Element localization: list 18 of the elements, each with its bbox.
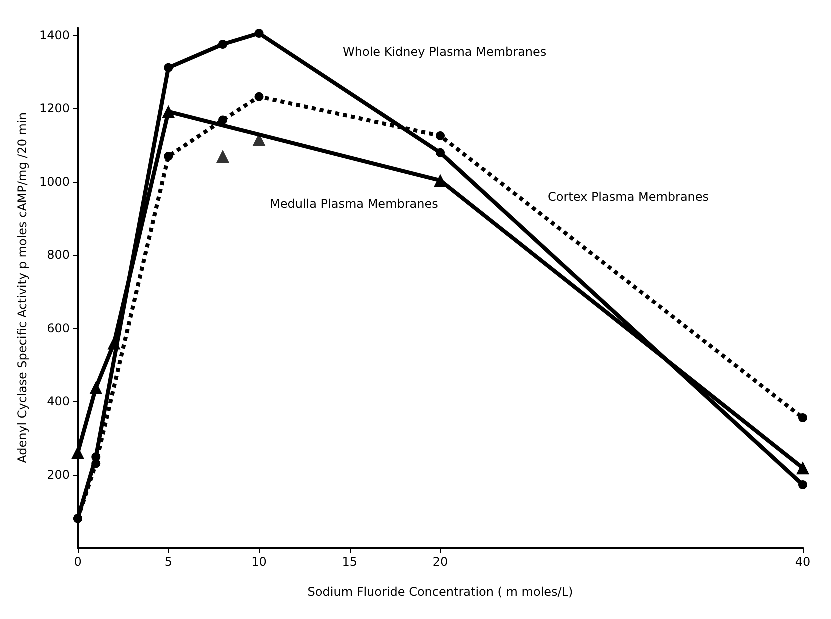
y-tick-label: 400	[47, 394, 70, 409]
y-tick-label: 600	[47, 321, 70, 336]
x-tick-label: 5	[164, 555, 172, 569]
x-tick-label: 0	[74, 555, 82, 569]
y-tick-label: 800	[47, 248, 70, 262]
annotation: Whole Kidney Plasma Membranes	[343, 45, 547, 59]
y-tick-label: 1200	[39, 102, 70, 116]
y-axis-title: Adenyl Cyclase Specific Activity p moles cAMP/mg /20 min	[16, 112, 30, 464]
annotation: Medulla Plasma Membranes	[270, 197, 438, 211]
x-axis-title: Sodium Fluoride Concentration ( m moles/L)	[308, 585, 574, 599]
x-tick-label: 40	[795, 555, 811, 569]
x-tick-label: 15	[342, 555, 358, 569]
y-tick-label: 1000	[39, 174, 70, 189]
annotation: Cortex Plasma Membranes	[548, 190, 710, 204]
x-tick-label: 20	[432, 555, 448, 569]
y-tick-label: 1400	[39, 28, 70, 42]
x-tick-label: 10	[252, 555, 267, 569]
y-tick-label: 200	[47, 468, 70, 482]
